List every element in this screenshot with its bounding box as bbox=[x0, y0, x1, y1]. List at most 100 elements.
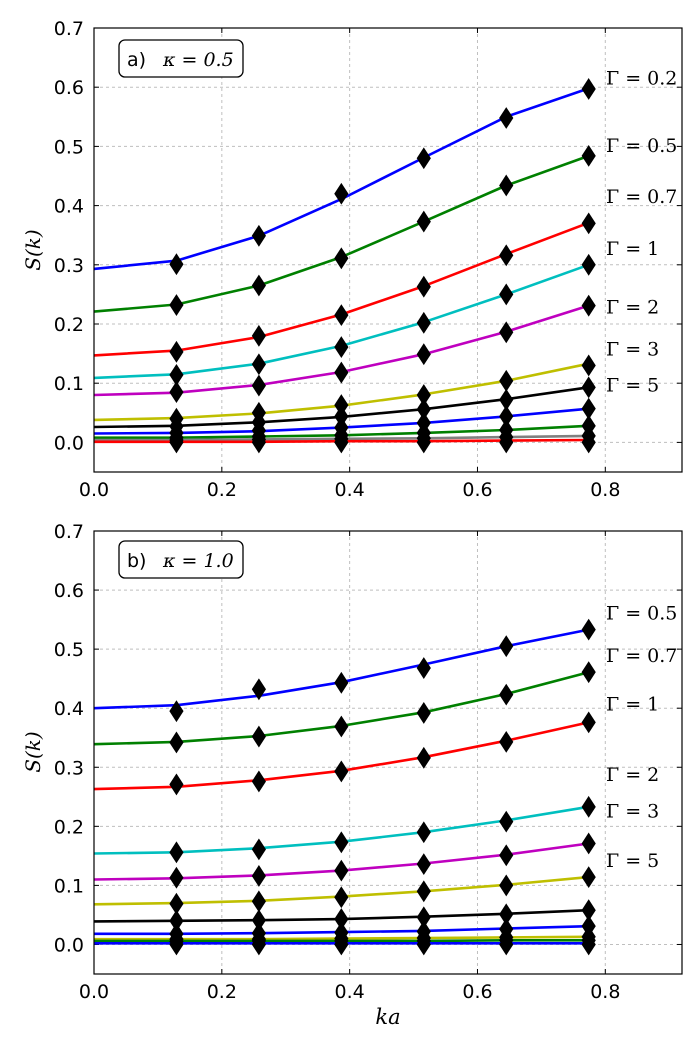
xtick-label: 0.0 bbox=[79, 981, 109, 1003]
data-marker bbox=[581, 832, 596, 855]
data-marker bbox=[416, 210, 431, 233]
panel-a-frame bbox=[93, 27, 683, 473]
series-label: Γ = 0.7 bbox=[606, 645, 677, 667]
xtick-label: 0.6 bbox=[462, 479, 492, 501]
data-marker bbox=[581, 711, 596, 734]
data-marker bbox=[581, 431, 596, 454]
data-marker bbox=[334, 361, 349, 384]
data-marker bbox=[499, 635, 514, 658]
data-marker bbox=[334, 933, 349, 956]
data-marker bbox=[499, 321, 514, 344]
ytick-label: 0.3 bbox=[54, 757, 84, 779]
series-label: Γ = 0.2 bbox=[606, 67, 677, 89]
series-label: Γ = 3 bbox=[606, 800, 659, 822]
panel-a-markers bbox=[169, 78, 596, 454]
data-marker bbox=[169, 381, 184, 403]
panel-b: 0.00.10.20.30.40.50.60.70.0 0.2 0.4 0.6 0.8 … bbox=[21, 521, 683, 1029]
data-marker bbox=[416, 821, 431, 844]
ytick-label: 0.4 bbox=[54, 698, 84, 720]
data-marker bbox=[499, 107, 514, 129]
data-marker bbox=[416, 746, 431, 769]
data-marker bbox=[499, 431, 514, 454]
data-marker bbox=[499, 683, 514, 706]
data-marker bbox=[169, 700, 184, 723]
data-marker bbox=[251, 890, 266, 913]
data-marker bbox=[581, 253, 596, 276]
data-marker bbox=[334, 831, 349, 854]
data-marker bbox=[334, 859, 349, 882]
data-marker bbox=[169, 340, 184, 363]
xtick-label: 0.4 bbox=[335, 981, 365, 1003]
panel-b-markers bbox=[169, 618, 596, 956]
data-marker bbox=[334, 760, 349, 783]
data-marker bbox=[334, 715, 349, 738]
data-marker bbox=[581, 78, 596, 100]
series-label: Γ = 2 bbox=[606, 297, 659, 319]
data-marker bbox=[251, 838, 266, 861]
data-marker bbox=[251, 224, 266, 247]
panel-b-id-box: b) κ = 1.0 bbox=[118, 540, 244, 579]
data-marker bbox=[251, 770, 266, 793]
data-marker bbox=[499, 730, 514, 753]
data-marker bbox=[581, 294, 596, 317]
xtick-label: 0.0 bbox=[79, 479, 109, 501]
panel-b-ylabel: S(k) bbox=[21, 731, 45, 772]
data-marker bbox=[499, 810, 514, 833]
data-marker bbox=[416, 311, 431, 334]
panel-a-id-box: a) κ = 0.5 bbox=[118, 39, 244, 78]
data-marker bbox=[416, 147, 431, 170]
data-marker bbox=[169, 773, 184, 796]
data-marker bbox=[169, 253, 184, 276]
data-marker bbox=[581, 661, 596, 684]
data-marker bbox=[169, 933, 184, 956]
data-marker bbox=[251, 725, 266, 748]
data-marker bbox=[334, 336, 349, 359]
series-label: Γ = 1 bbox=[606, 693, 659, 715]
series-label: Γ = 0.5 bbox=[606, 603, 677, 625]
ytick-label: 0.4 bbox=[54, 196, 84, 218]
data-marker bbox=[581, 354, 596, 377]
data-marker bbox=[499, 874, 514, 897]
series-line-0.5 bbox=[93, 628, 589, 710]
data-marker bbox=[581, 618, 596, 641]
data-marker bbox=[251, 431, 266, 454]
data-marker bbox=[334, 182, 349, 205]
ytick-label: 0.6 bbox=[54, 77, 84, 99]
data-marker bbox=[416, 343, 431, 366]
data-marker bbox=[581, 376, 596, 399]
xtick-label: 0.8 bbox=[590, 981, 620, 1003]
xtick-label: 0.4 bbox=[335, 479, 365, 501]
data-marker bbox=[581, 933, 596, 956]
series-label: Γ = 0.7 bbox=[606, 186, 677, 208]
ytick-label: 0.5 bbox=[54, 136, 84, 158]
data-marker bbox=[169, 731, 184, 754]
data-marker bbox=[499, 933, 514, 956]
series-label: Γ = 5 bbox=[606, 850, 659, 872]
panel-a-id: a) bbox=[127, 49, 146, 71]
ytick-label: 0.5 bbox=[54, 639, 84, 661]
ytick-label: 0.7 bbox=[54, 521, 84, 543]
data-marker bbox=[416, 657, 431, 679]
data-marker bbox=[416, 702, 431, 724]
data-marker bbox=[334, 247, 349, 270]
panel-b-id: b) bbox=[127, 550, 146, 572]
data-marker bbox=[169, 294, 184, 316]
data-marker bbox=[581, 212, 596, 235]
data-marker bbox=[581, 866, 596, 889]
data-marker bbox=[581, 144, 596, 167]
data-marker bbox=[251, 324, 266, 347]
panel-b-frame bbox=[93, 530, 683, 975]
data-marker bbox=[499, 844, 514, 867]
series-label: Γ = 2 bbox=[606, 764, 659, 786]
ytick-label: 0.7 bbox=[54, 18, 84, 40]
ytick-label: 0.1 bbox=[54, 875, 84, 897]
data-marker bbox=[251, 865, 266, 887]
series-label: Γ = 3 bbox=[606, 339, 659, 361]
data-marker bbox=[581, 795, 596, 818]
panel-b-ticks: 0.0 0.1 0.2 0.3 0.4 0.5 0.6 0.7 0.0 0.2 0.4 0.6 0.8 bbox=[54, 521, 682, 1003]
ytick-label: 0.2 bbox=[54, 314, 84, 336]
data-marker bbox=[251, 353, 266, 376]
xtick-label: 0.2 bbox=[207, 479, 237, 501]
data-marker bbox=[169, 841, 184, 864]
